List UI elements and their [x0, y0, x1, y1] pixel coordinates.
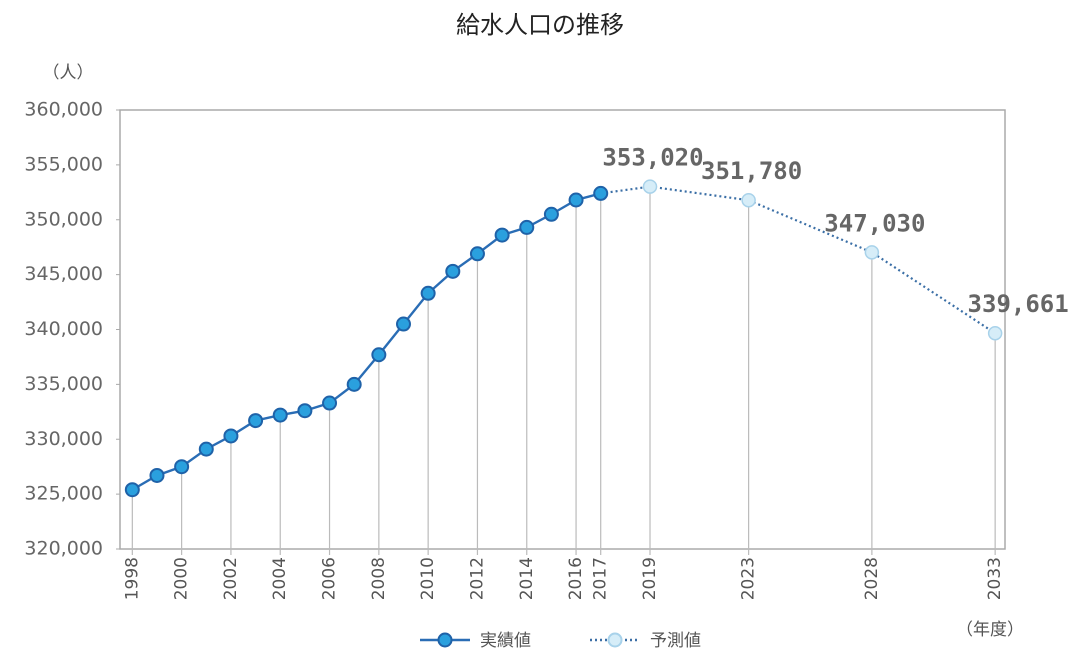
- value-label: 351,780: [701, 157, 802, 185]
- y-tick-label: 325,000: [24, 483, 103, 505]
- chart-title: 給水人口の推移: [456, 11, 624, 39]
- x-tick-label: 2014: [517, 557, 537, 600]
- marker: [593, 185, 609, 201]
- marker: [124, 482, 140, 498]
- marker: [174, 459, 190, 475]
- x-tick-label: 2000: [172, 557, 192, 600]
- marker: [519, 219, 535, 235]
- x-tick-label: 2016: [566, 557, 586, 600]
- marker: [469, 246, 485, 262]
- legend-marker: [437, 632, 453, 648]
- value-label: 353,020: [602, 144, 703, 172]
- x-tick-label: 2028: [862, 557, 882, 600]
- marker: [395, 316, 411, 332]
- marker: [346, 376, 362, 392]
- marker: [864, 245, 880, 260]
- marker: [297, 403, 313, 419]
- x-tick-label: 2023: [739, 557, 759, 600]
- marker: [543, 206, 559, 222]
- x-tick-label: 2019: [640, 557, 660, 600]
- legend-marker: [607, 632, 623, 648]
- y-tick-label: 335,000: [24, 373, 103, 395]
- legend-label: 実績値: [480, 631, 531, 651]
- x-tick-label: 2008: [369, 557, 389, 600]
- y-tick-label: 350,000: [24, 208, 103, 230]
- value-label: 347,030: [824, 209, 925, 237]
- y-tick-label: 345,000: [24, 263, 103, 285]
- y-tick-label: 340,000: [24, 318, 103, 340]
- marker: [248, 413, 264, 429]
- marker: [987, 325, 1003, 341]
- marker: [149, 467, 165, 483]
- marker: [420, 285, 436, 301]
- marker: [494, 227, 510, 243]
- y-tick-label: 360,000: [24, 99, 103, 121]
- marker: [223, 428, 239, 444]
- x-tick-label: 2002: [221, 557, 241, 600]
- x-tick-label: 2033: [985, 557, 1005, 600]
- x-tick-label: 2006: [320, 557, 340, 600]
- y-tick-label: 330,000: [24, 428, 103, 450]
- x-tick-label: 2012: [467, 557, 487, 600]
- x-axis-label: （年度）: [956, 620, 1024, 640]
- y-tick-label: 320,000: [24, 538, 103, 560]
- x-tick-label: 2004: [270, 557, 290, 600]
- marker: [371, 347, 387, 363]
- marker: [272, 407, 288, 423]
- marker: [642, 179, 658, 194]
- marker: [568, 192, 584, 208]
- x-tick-label: 2017: [591, 557, 611, 600]
- legend-label: 予測値: [650, 631, 701, 651]
- y-axis-label: （人）: [43, 63, 94, 83]
- x-tick-label: 2010: [418, 557, 438, 600]
- x-tick-label: 1998: [122, 557, 142, 600]
- value-label: 339,661: [968, 290, 1069, 318]
- marker: [445, 263, 461, 279]
- series-line: [649, 185, 996, 335]
- y-tick-label: 355,000: [24, 153, 103, 175]
- marker: [741, 192, 756, 208]
- marker: [198, 441, 214, 457]
- marker: [322, 395, 338, 411]
- connector: [600, 185, 651, 195]
